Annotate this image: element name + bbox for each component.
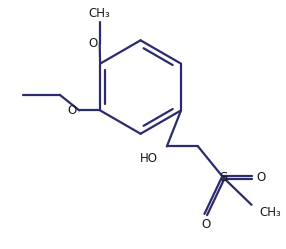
Text: CH₃: CH₃ bbox=[89, 6, 111, 20]
Text: O: O bbox=[201, 218, 210, 231]
Text: S: S bbox=[219, 171, 227, 184]
Text: O: O bbox=[68, 104, 77, 117]
Text: O: O bbox=[88, 37, 98, 50]
Text: O: O bbox=[257, 171, 266, 184]
Text: HO: HO bbox=[140, 152, 158, 165]
Text: CH₃: CH₃ bbox=[259, 206, 281, 219]
